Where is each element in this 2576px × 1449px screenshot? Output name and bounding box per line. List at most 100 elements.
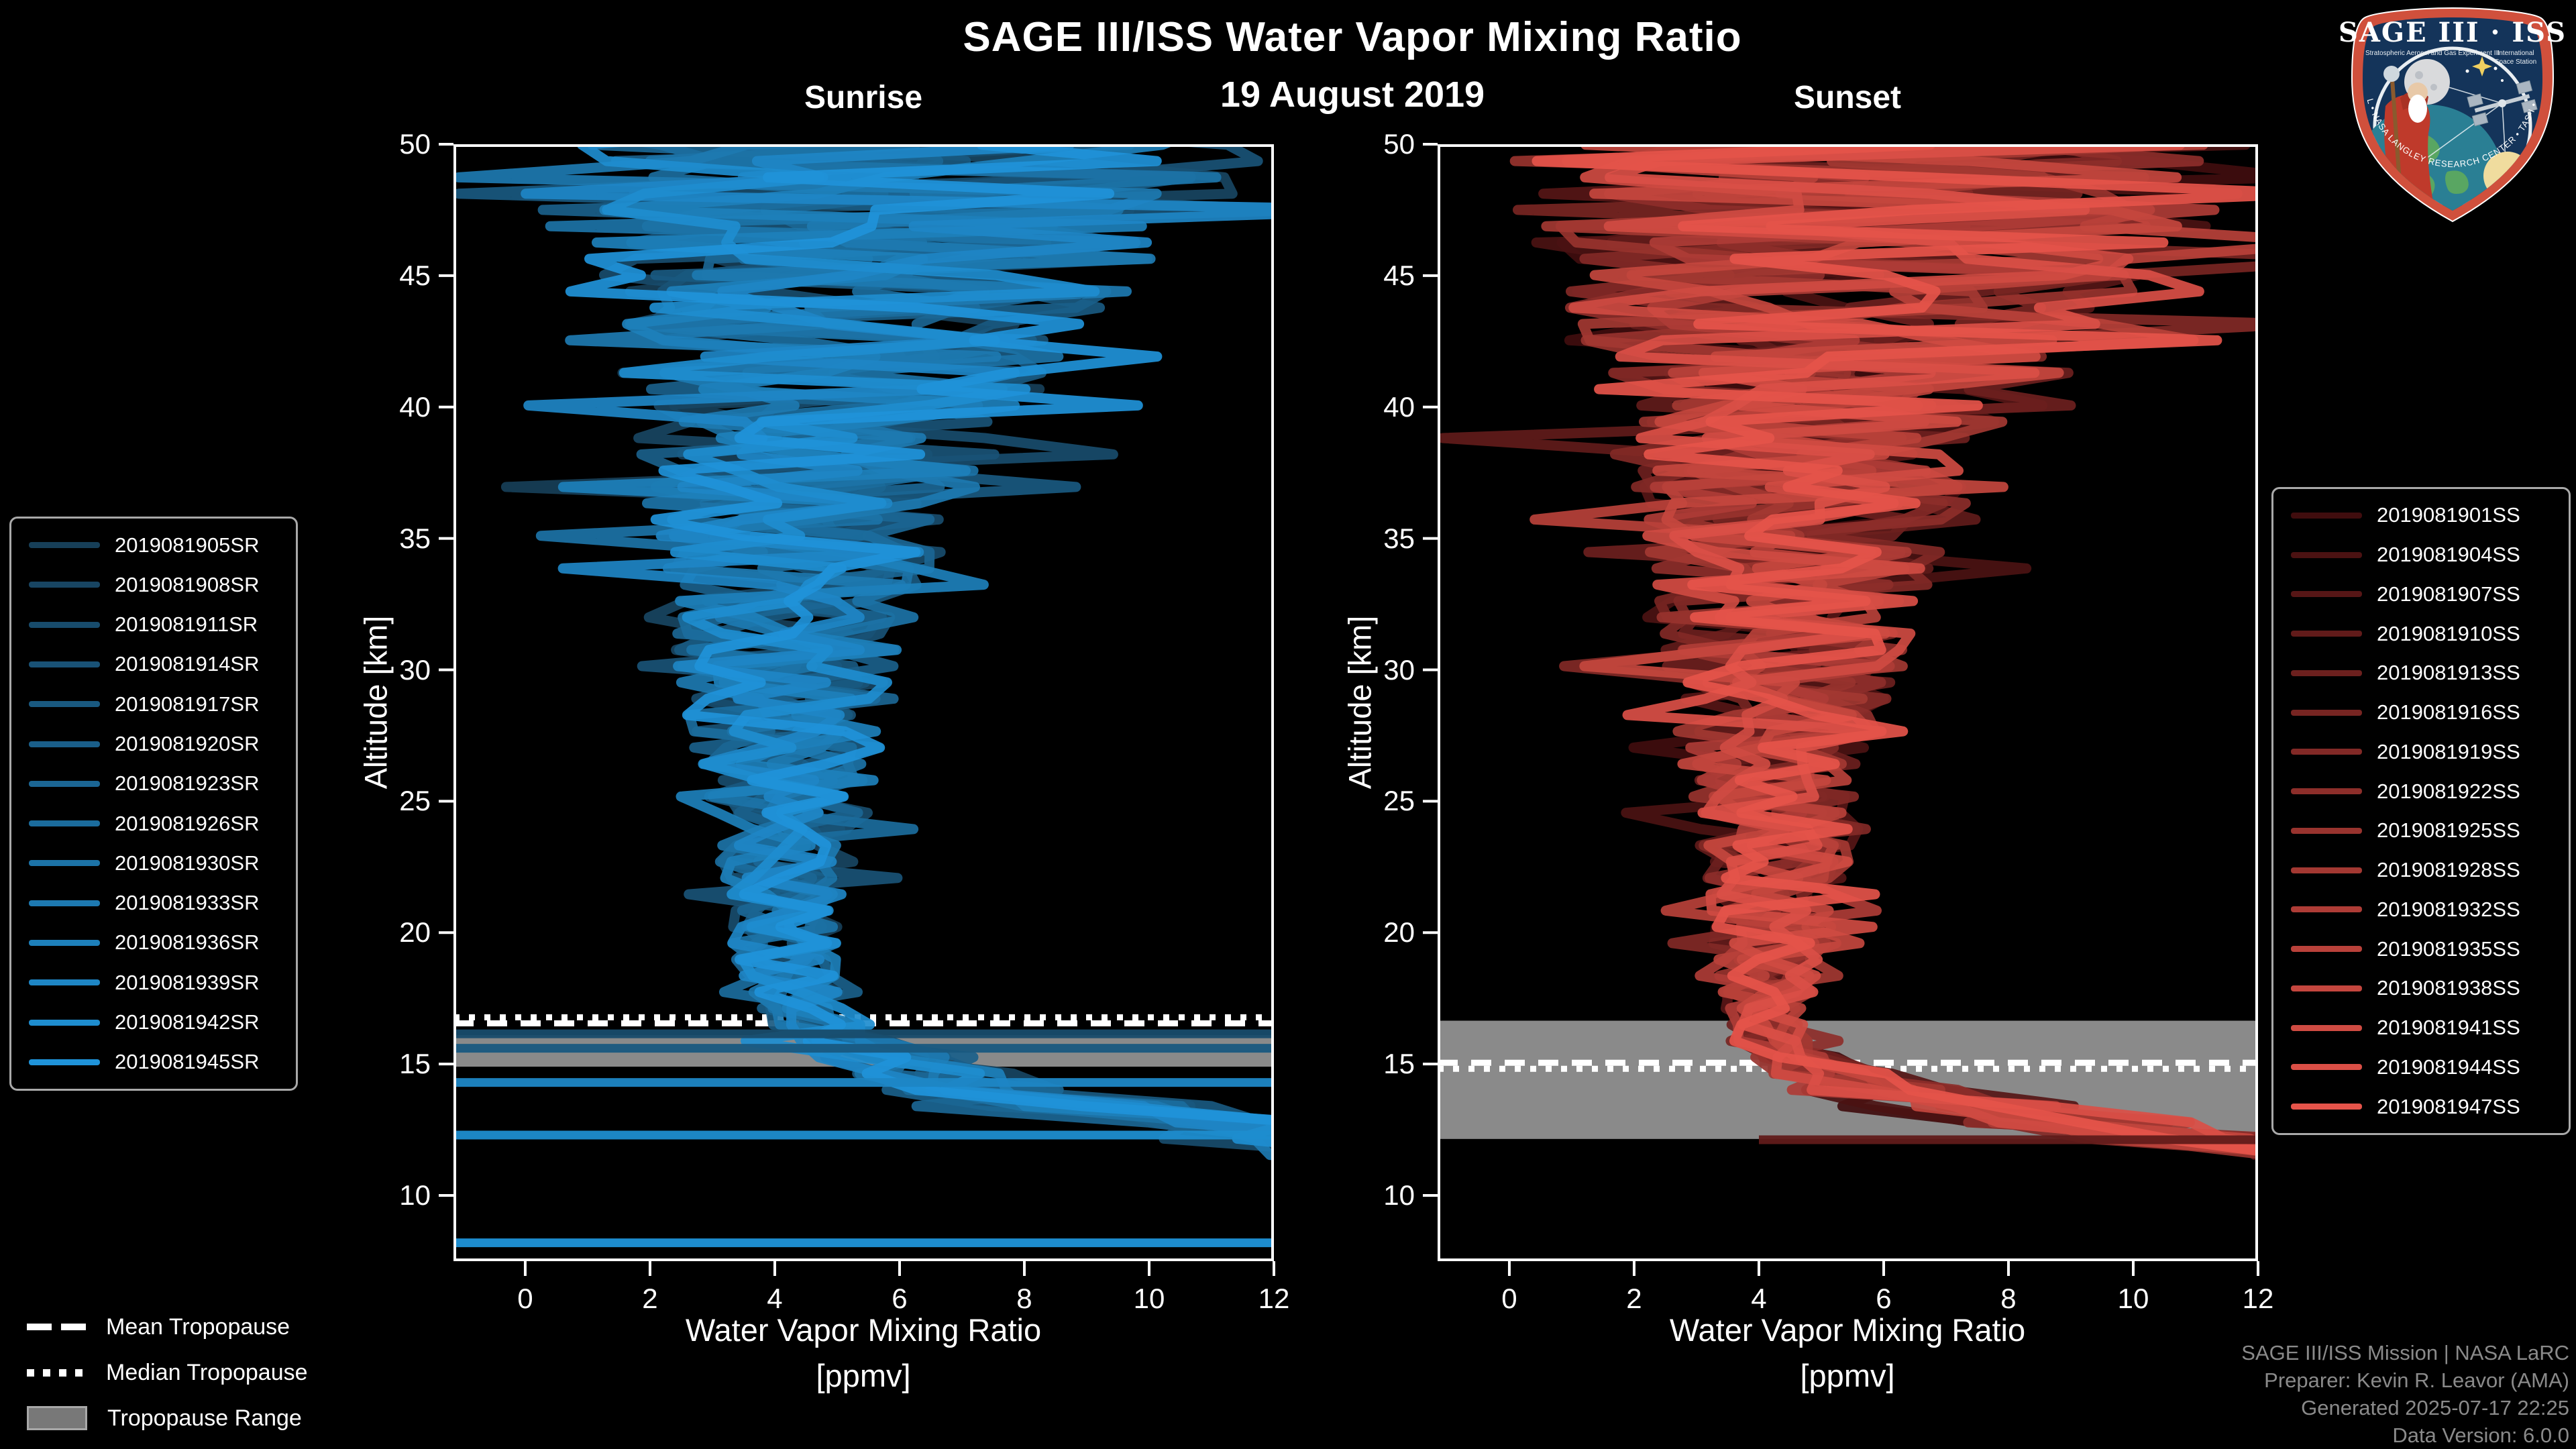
sunrise-x-tick-4: 4 bbox=[767, 1283, 783, 1314]
legend-label-2019081914SR: 2019081914SR bbox=[115, 652, 260, 676]
mean-tropopause-legend-item: Mean Tropopause bbox=[27, 1308, 290, 1346]
attribution-preparer: Preparer: Kevin R. Leavor (AMA) bbox=[2264, 1368, 2569, 1392]
legend-swatch-2019081935SS bbox=[2291, 946, 2362, 953]
legend-swatch-2019081905SR bbox=[29, 542, 100, 549]
legend-label-2019081925SS: 2019081925SS bbox=[2377, 818, 2520, 843]
legend-swatch-2019081920SR bbox=[29, 741, 100, 747]
sunset-plot-frame bbox=[1438, 144, 2258, 1261]
sunset-x-tick-12: 12 bbox=[2242, 1283, 2274, 1314]
sunset-x-axis-label-2: [ppmv] bbox=[1800, 1358, 1895, 1393]
legend-label-2019081933SR: 2019081933SR bbox=[115, 891, 260, 915]
date-title: 19 August 2019 bbox=[1220, 74, 1485, 115]
legend-label-2019081910SS: 2019081910SS bbox=[2377, 621, 2520, 645]
legend-item-2019081914SR: 2019081914SR bbox=[11, 652, 296, 676]
mean-tropopause-label: Mean Tropopause bbox=[106, 1313, 290, 1340]
legend-label-2019081945SR: 2019081945SR bbox=[115, 1050, 260, 1074]
legend-item-2019081920SR: 2019081920SR bbox=[11, 732, 296, 756]
sunrise-plot bbox=[439, 143, 1275, 1276]
sunset-y-tick-10: 10 bbox=[1383, 1179, 1415, 1212]
legend-item-2019081910SS: 2019081910SS bbox=[2273, 622, 2569, 646]
legend-label-2019081947SS: 2019081947SS bbox=[2377, 1094, 2520, 1118]
legend-item-2019081939SR: 2019081939SR bbox=[11, 971, 296, 995]
legend-swatch-2019081913SS bbox=[2291, 669, 2362, 676]
legend-swatch-2019081910SS bbox=[2291, 631, 2362, 637]
legend-swatch-2019081939SR bbox=[29, 979, 100, 986]
sunrise-y-tick-50: 50 bbox=[399, 128, 431, 160]
legend-swatch-2019081917SR bbox=[29, 701, 100, 708]
legend-item-2019081947SS: 2019081947SS bbox=[2273, 1095, 2569, 1119]
sunrise-x-tick-12: 12 bbox=[1258, 1283, 1290, 1314]
legend-item-2019081936SR: 2019081936SR bbox=[11, 930, 296, 955]
attribution-generated: Generated 2025-07-17 22:25 bbox=[2301, 1396, 2569, 1419]
legend-swatch-2019081947SS bbox=[2291, 1104, 2362, 1110]
legend-item-2019081935SS: 2019081935SS bbox=[2273, 937, 2569, 961]
sunrise-x-axis-label-2: [ppmv] bbox=[816, 1358, 911, 1393]
sunset-x-axis-label-1: Water Vapor Mixing Ratio bbox=[1669, 1312, 2026, 1348]
legend-item-2019081930SR: 2019081930SR bbox=[11, 851, 296, 875]
tropopause-range-swatch bbox=[27, 1406, 87, 1430]
sunset-y-tick-35: 35 bbox=[1383, 522, 1415, 554]
legend-label-2019081908SR: 2019081908SR bbox=[115, 572, 260, 596]
legend-item-2019081917SR: 2019081917SR bbox=[11, 692, 296, 716]
legend-label-2019081941SS: 2019081941SS bbox=[2377, 1016, 2520, 1040]
sunset-x-tick-8: 8 bbox=[2000, 1283, 2017, 1314]
legend-label-2019081917SR: 2019081917SR bbox=[115, 692, 260, 716]
legend-swatch-2019081916SS bbox=[2291, 709, 2362, 716]
legend-swatch-2019081926SR bbox=[29, 820, 100, 827]
legend-label-2019081944SS: 2019081944SS bbox=[2377, 1055, 2520, 1079]
attribution-mission: SAGE III/ISS Mission | NASA LaRC bbox=[2241, 1341, 2569, 1364]
legend-swatch-2019081907SS bbox=[2291, 591, 2362, 598]
sunrise-y-tick-25: 25 bbox=[399, 785, 431, 817]
tropopause-range-legend-item: Tropopause Range bbox=[27, 1399, 302, 1437]
sunset-legend: 2019081901SS 2019081904SS 2019081907SS 2019… bbox=[2271, 487, 2571, 1135]
legend-item-2019081932SS: 2019081932SS bbox=[2273, 898, 2569, 922]
sunrise-y-tick-35: 35 bbox=[399, 522, 431, 554]
sunrise-y-tick-45: 45 bbox=[399, 259, 431, 291]
legend-item-2019081904SS: 2019081904SS bbox=[2273, 543, 2569, 567]
legend-swatch-2019081914SR bbox=[29, 661, 100, 667]
sunset-x-tick-10: 10 bbox=[2117, 1283, 2149, 1314]
sunset-y-tick-40: 40 bbox=[1383, 390, 1415, 423]
median-tropopause-legend-item: Median Tropopause bbox=[27, 1354, 308, 1391]
legend-label-2019081901SS: 2019081901SS bbox=[2377, 503, 2520, 527]
sunset-plot bbox=[1423, 143, 2259, 1276]
legend-label-2019081932SS: 2019081932SS bbox=[2377, 897, 2520, 921]
legend-swatch-2019081919SS bbox=[2291, 749, 2362, 755]
legend-label-2019081922SS: 2019081922SS bbox=[2377, 779, 2520, 803]
sunset-y-tick-50: 50 bbox=[1383, 128, 1415, 160]
sunrise-x-axis-label-1: Water Vapor Mixing Ratio bbox=[685, 1312, 1042, 1348]
legend-label-2019081913SS: 2019081913SS bbox=[2377, 661, 2520, 685]
legend-label-2019081919SS: 2019081919SS bbox=[2377, 739, 2520, 763]
legend-label-2019081939SR: 2019081939SR bbox=[115, 970, 260, 994]
legend-item-2019081945SR: 2019081945SR bbox=[11, 1050, 296, 1074]
sunset-y-tick-15: 15 bbox=[1383, 1048, 1415, 1080]
legend-label-2019081942SR: 2019081942SR bbox=[115, 1010, 260, 1034]
legend-item-2019081901SS: 2019081901SS bbox=[2273, 503, 2569, 527]
sunrise-y-tick-10: 10 bbox=[399, 1179, 431, 1212]
legend-item-2019081913SS: 2019081913SS bbox=[2273, 661, 2569, 685]
sunrise-x-tick-2: 2 bbox=[642, 1283, 658, 1314]
median-tropopause-dot-swatch bbox=[27, 1368, 86, 1377]
legend-item-2019081922SS: 2019081922SS bbox=[2273, 780, 2569, 804]
legend-swatch-2019081938SS bbox=[2291, 985, 2362, 991]
earth-continent-2 bbox=[2445, 170, 2469, 194]
sunset-y-tick-25: 25 bbox=[1383, 785, 1415, 817]
legend-label-2019081938SS: 2019081938SS bbox=[2377, 976, 2520, 1000]
legend-item-2019081933SR: 2019081933SR bbox=[11, 891, 296, 915]
sunset-y-tick-30: 30 bbox=[1383, 653, 1415, 686]
legend-label-2019081916SS: 2019081916SS bbox=[2377, 700, 2520, 724]
sunrise-y-tick-30: 30 bbox=[399, 653, 431, 686]
legend-swatch-2019081942SR bbox=[29, 1019, 100, 1026]
sunset-x-tick-2: 2 bbox=[1626, 1283, 1642, 1314]
sunrise-plot-frame bbox=[453, 144, 1274, 1261]
legend-item-2019081941SS: 2019081941SS bbox=[2273, 1016, 2569, 1040]
mean-tropopause-dash-swatch bbox=[27, 1324, 86, 1330]
sunrise-legend: 2019081905SR 2019081908SR 2019081911SR 2019… bbox=[9, 517, 298, 1091]
legend-label-2019081920SR: 2019081920SR bbox=[115, 732, 260, 756]
legend-item-2019081916SS: 2019081916SS bbox=[2273, 700, 2569, 724]
sunrise-y-axis-label: Altitude [km] bbox=[358, 615, 394, 790]
sunrise-y-tick-40: 40 bbox=[399, 390, 431, 423]
sunset-x-tick-6: 6 bbox=[1876, 1283, 1892, 1314]
sunset-y-tick-45: 45 bbox=[1383, 259, 1415, 291]
legend-label-2019081911SR: 2019081911SR bbox=[115, 612, 258, 637]
